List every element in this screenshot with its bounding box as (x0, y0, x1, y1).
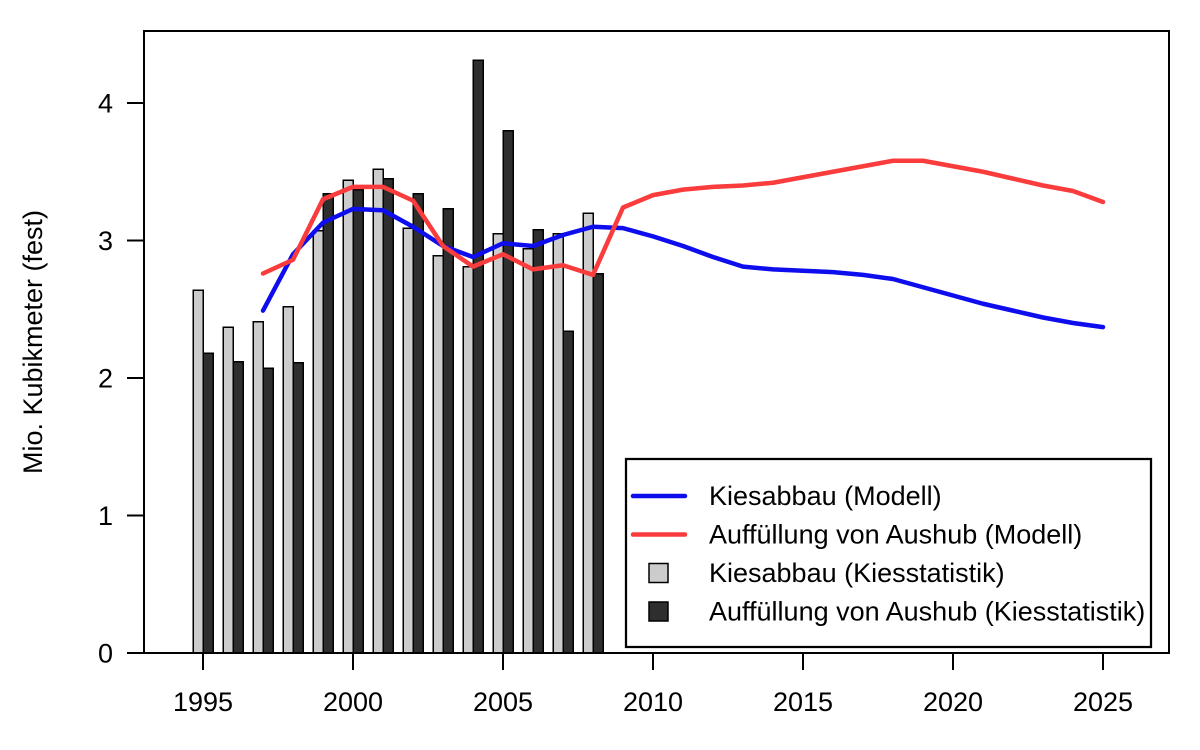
bar-auffuellung-1996 (232, 360, 244, 654)
legend-item-3: Kiesabbau (Kiesstatistik) (648, 558, 1005, 588)
bars-group (192, 59, 604, 654)
bar-kiesabbau-2007 (552, 232, 564, 654)
bar-kiesabbau-2001 (372, 168, 384, 654)
bar-kiesabbau-2002 (402, 227, 414, 654)
model-line-auffuellung (260, 158, 1106, 278)
bar-kiesabbau-2000 (342, 179, 354, 654)
x-tick-label-2020: 2020 (923, 687, 983, 717)
bar-kiesabbau-2006 (522, 248, 534, 654)
bar-kiesabbau-1999 (312, 230, 324, 654)
bar-auffuellung-2006 (532, 228, 544, 654)
bar-kiesabbau-1996 (222, 326, 234, 654)
legend-label: Auffüllung von Aushub (Kiesstatistik) (709, 597, 1145, 627)
bar-auffuellung-1998 (292, 362, 304, 654)
bar-auffuellung-2001 (382, 177, 394, 654)
bar-auffuellung-2004 (472, 59, 484, 654)
bar-kiesabbau-2003 (432, 254, 444, 654)
y-axis-title: Mio. Kubikmeter (fest) (18, 210, 48, 474)
y-tick-label-2: 2 (98, 364, 113, 394)
x-tick-label-2005: 2005 (473, 687, 533, 717)
legend-label: Kiesabbau (Kiesstatistik) (709, 558, 1005, 588)
legend: Kiesabbau (Modell) Auffüllung von Aushub … (624, 457, 1153, 649)
bar-auffuellung-2003 (442, 208, 454, 654)
legend-label: Kiesabbau (Modell) (709, 481, 942, 511)
bar-kiesabbau-2005 (492, 232, 504, 654)
legend-item-2: Auffüllung von Aushub (Modell) (630, 520, 1082, 550)
legend-box-sample (648, 601, 669, 622)
bar-auffuellung-2007 (562, 330, 574, 654)
bar-auffuellung-2002 (412, 193, 424, 654)
y-tick-label-0: 0 (98, 639, 113, 669)
x-tick-label-2000: 2000 (323, 687, 383, 717)
legend-box (624, 457, 1153, 649)
bar-auffuellung-2000 (352, 188, 364, 654)
x-tick-label-2025: 2025 (1073, 687, 1133, 717)
x-tick-label-1995: 1995 (173, 687, 233, 717)
y-tick-label-3: 3 (98, 226, 113, 256)
bar-kiesabbau-1995 (192, 289, 204, 654)
legend-label: Auffüllung von Aushub (Modell) (709, 520, 1082, 550)
legend-item-1: Kiesabbau (Modell) (630, 481, 942, 511)
bar-auffuellung-1995 (202, 352, 214, 654)
legend-box-sample (648, 562, 669, 584)
x-tick-label-2010: 2010 (623, 687, 683, 717)
y-tick-label-1: 1 (98, 501, 113, 531)
bar-auffuellung-1997 (262, 367, 274, 654)
y-tick-label-4: 4 (98, 89, 113, 119)
legend-item-4: Auffüllung von Aushub (Kiesstatistik) (648, 597, 1145, 627)
bar-auffuellung-2008 (592, 272, 604, 654)
bar-auffuellung-2005 (502, 129, 514, 654)
bar-kiesabbau-1998 (282, 305, 294, 654)
bar-kiesabbau-2004 (462, 265, 474, 654)
x-tick-label-2015: 2015 (773, 687, 833, 717)
plot-box (143, 30, 1170, 654)
bar-kiesabbau-1997 (252, 320, 264, 654)
bar-kiesabbau-2008 (582, 212, 594, 654)
model-line-kiesabbau (260, 206, 1106, 330)
bar-auffuellung-1999 (322, 193, 334, 654)
